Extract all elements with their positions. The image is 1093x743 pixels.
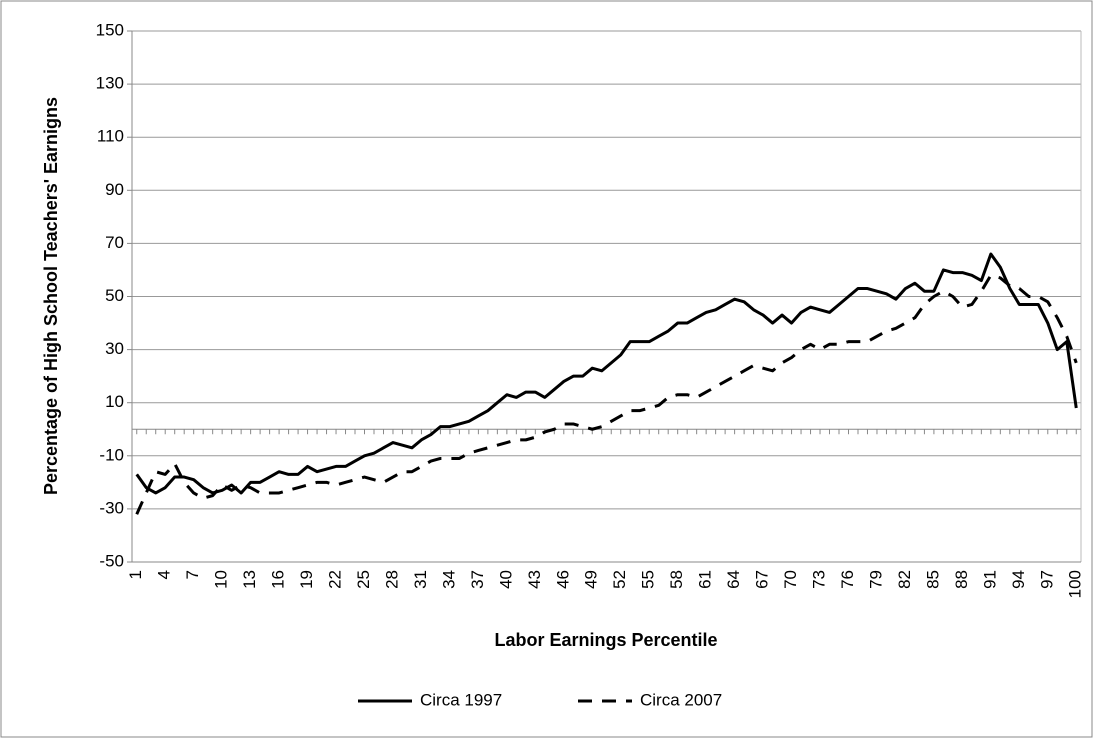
- x-tick-label: 88: [952, 570, 971, 589]
- x-tick-label: 22: [326, 570, 345, 589]
- x-tick-label: 37: [468, 570, 487, 589]
- x-tick-label: 85: [923, 570, 942, 589]
- y-axis-label: Percentage of High School Teachers' Earn…: [41, 97, 61, 495]
- x-tick-label: 73: [810, 570, 829, 589]
- x-tick-label: 70: [781, 570, 800, 589]
- y-tick-label: 150: [96, 20, 124, 39]
- y-tick-label: 110: [97, 127, 124, 146]
- x-tick-label: 43: [525, 570, 544, 589]
- x-tick-label: 19: [297, 570, 316, 589]
- y-tick-label: 30: [105, 339, 124, 358]
- x-tick-label: 25: [354, 570, 373, 589]
- legend-label: Circa 1997: [420, 690, 502, 709]
- line-series: [135, 273, 1078, 515]
- x-tick-label: 10: [212, 570, 231, 589]
- x-tick-label: 4: [155, 570, 174, 579]
- x-tick-label: 94: [1009, 570, 1028, 589]
- x-tick-label: 52: [610, 570, 629, 589]
- x-tick-label: 49: [582, 570, 601, 589]
- x-tick-label: 16: [269, 570, 288, 589]
- legend-label: Circa 2007: [640, 690, 722, 709]
- x-axis-label: Labor Earnings Percentile: [494, 630, 717, 650]
- line-series: [135, 252, 1078, 495]
- x-tick-label: 61: [696, 570, 715, 589]
- x-tick-label: 100: [1066, 570, 1085, 598]
- y-tick-label: 10: [105, 392, 124, 411]
- x-tick-label: 76: [838, 570, 857, 589]
- y-tick-label: -50: [99, 551, 124, 570]
- x-tick-label: 64: [724, 570, 743, 589]
- y-tick-label: 70: [105, 233, 124, 252]
- y-tick-label: 90: [105, 180, 124, 199]
- x-tick-label: 97: [1037, 570, 1056, 589]
- x-tick-label: 28: [382, 570, 401, 589]
- x-tick-label: 7: [183, 570, 202, 579]
- x-tick-label: 55: [639, 570, 658, 589]
- y-tick-label: -10: [99, 445, 124, 464]
- x-tick-label: 82: [895, 570, 914, 589]
- x-tick-label: 79: [866, 570, 885, 589]
- y-tick-label: -30: [99, 498, 124, 517]
- x-tick-label: 58: [667, 570, 686, 589]
- x-tick-label: 1: [126, 570, 145, 579]
- x-tick-label: 40: [496, 570, 515, 589]
- x-tick-label: 46: [553, 570, 572, 589]
- y-tick-label: 50: [105, 286, 124, 305]
- x-tick-label: 13: [240, 570, 259, 589]
- y-tick-label: 130: [96, 74, 124, 93]
- x-tick-label: 91: [980, 570, 999, 589]
- x-tick-label: 31: [411, 570, 430, 589]
- x-tick-label: 34: [439, 570, 458, 589]
- x-tick-label: 67: [753, 570, 772, 589]
